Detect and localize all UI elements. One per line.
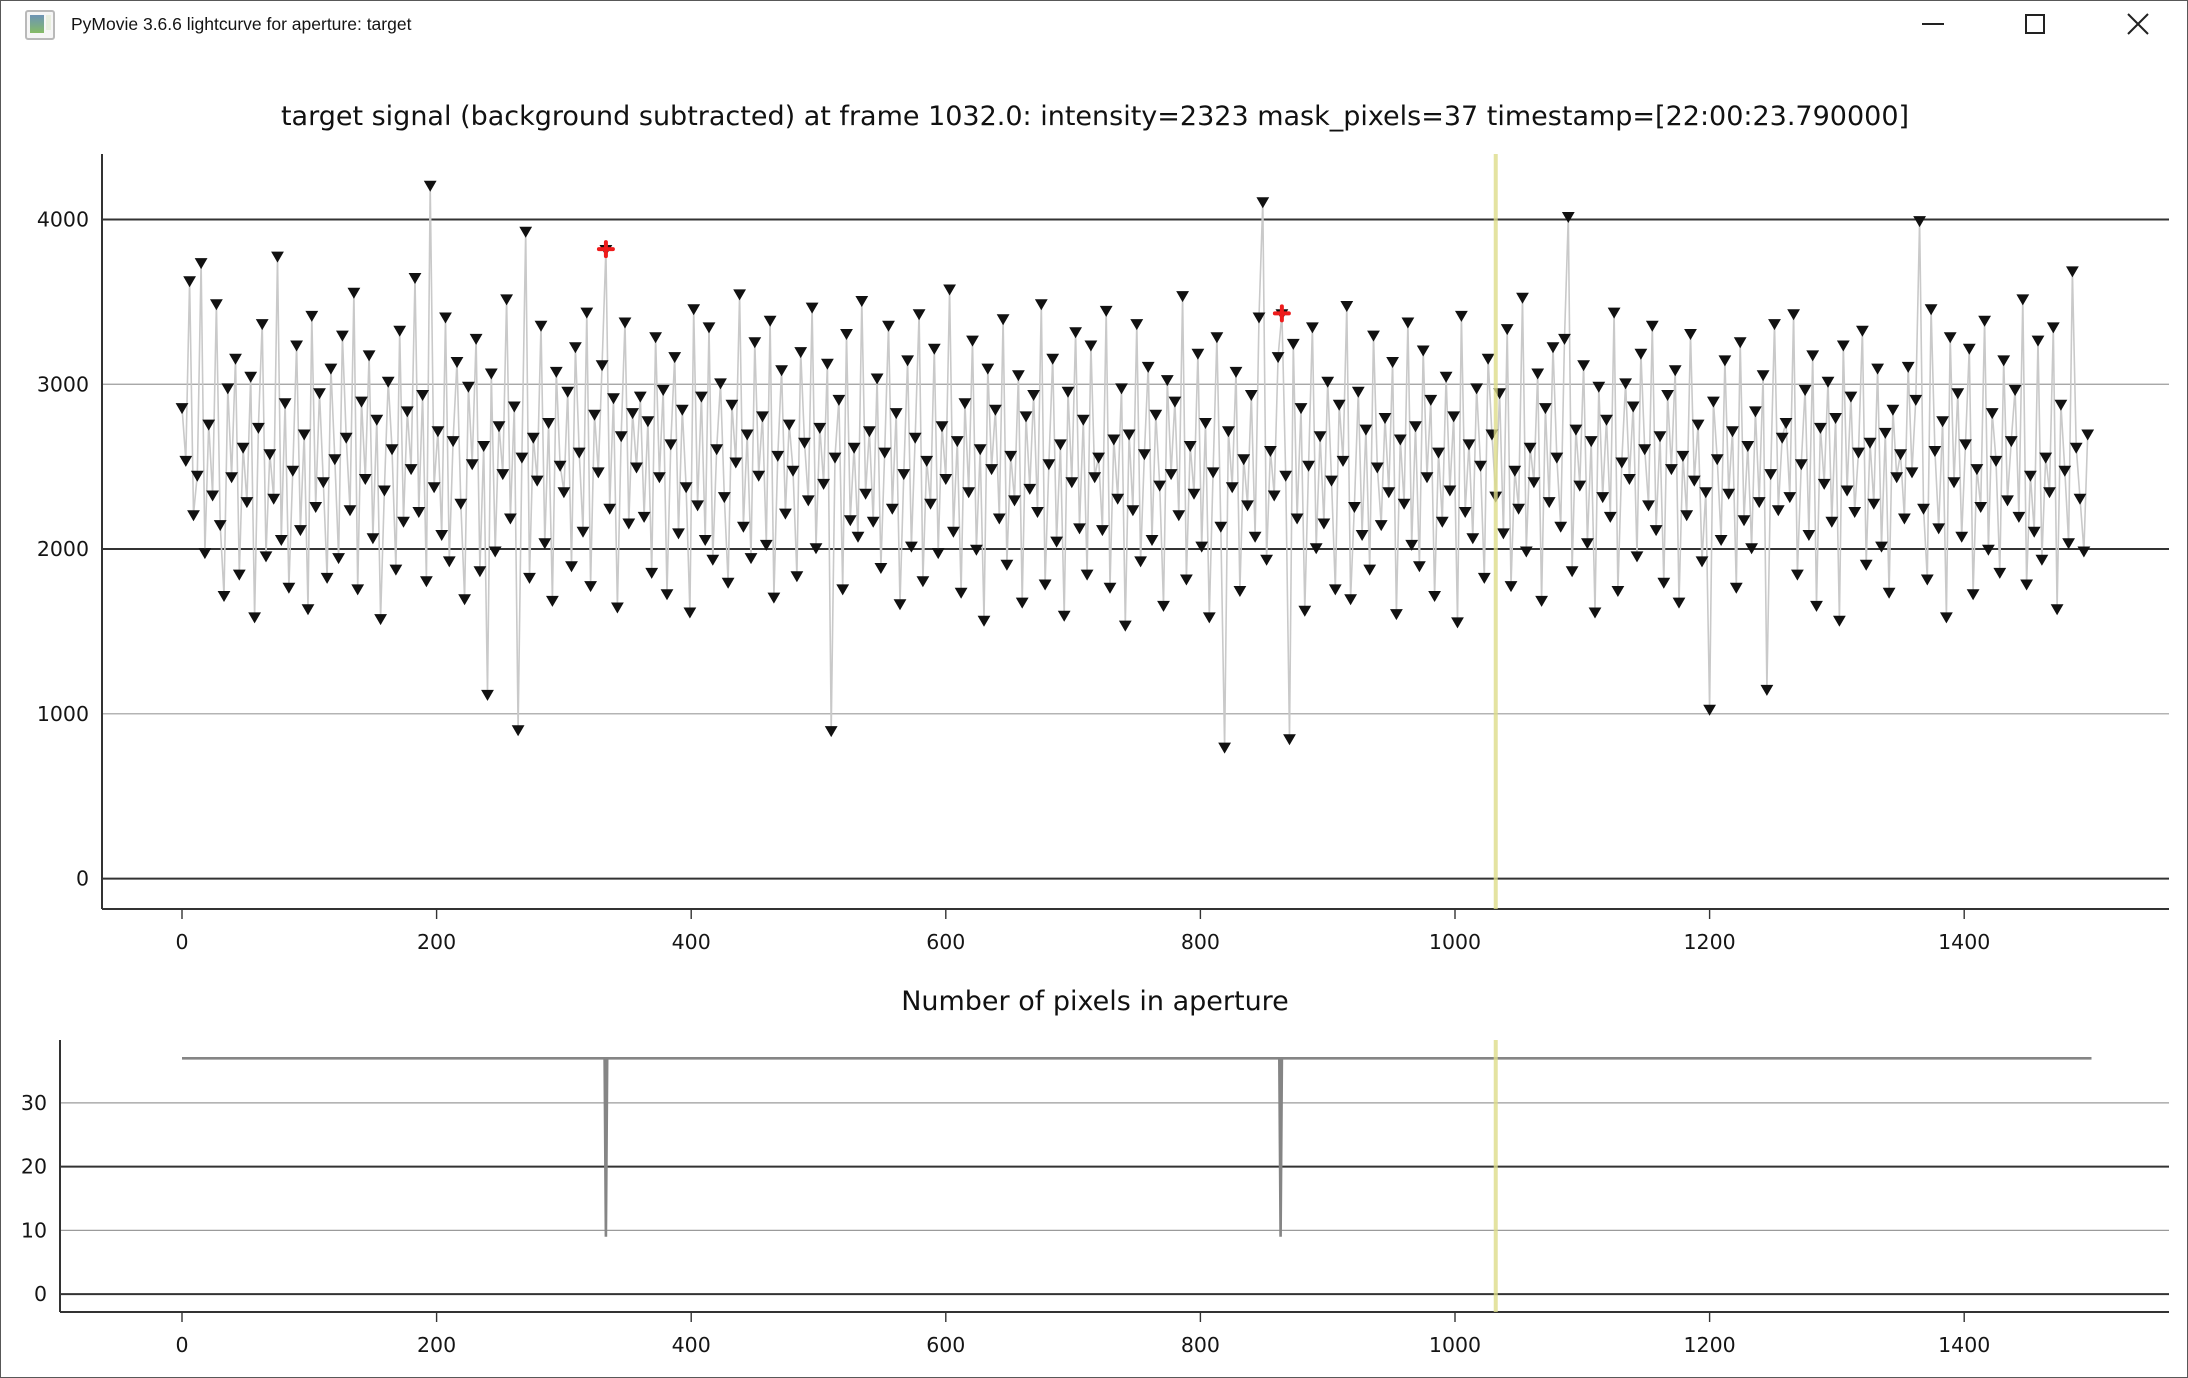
app-icon (25, 10, 55, 40)
app-icon-image-strip (46, 15, 51, 30)
x-tick-label-1200: 1200 (1684, 1333, 1736, 1357)
x-tick-label-200: 200 (417, 930, 456, 954)
x-tick-label-1400: 1400 (1938, 1333, 1990, 1357)
close-icon (2127, 13, 2149, 35)
y-tick-label-10: 10 (21, 1218, 47, 1242)
x-tick-label-1200: 1200 (1684, 930, 1736, 954)
x-tick-label-600: 600 (926, 1333, 965, 1357)
top-chart-title: target signal (background subtracted) at… (280, 101, 1910, 132)
x-tick-label-200: 200 (417, 1333, 456, 1357)
window-titlebar: PyMovie 3.6.6 lightcurve for aperture: t… (1, 1, 2187, 47)
x-tick-label-0: 0 (175, 1333, 188, 1357)
aperture-pixels-line (182, 1057, 2092, 1237)
y-tick-label-20: 20 (21, 1155, 47, 1179)
dropped-frame-marker-1 (596, 240, 615, 259)
x-tick-label-1000: 1000 (1429, 1333, 1481, 1357)
y-tick-label-0: 0 (76, 867, 89, 891)
y-tick-label-3000: 3000 (37, 372, 89, 396)
minimize-icon (1922, 23, 1944, 25)
x-tick-label-400: 400 (672, 930, 711, 954)
y-tick-label-2000: 2000 (37, 537, 89, 561)
x-tick-label-1000: 1000 (1429, 930, 1481, 954)
y-tick-label-30: 30 (21, 1091, 47, 1115)
x-tick-label-800: 800 (1181, 1333, 1220, 1357)
close-button[interactable] (2103, 1, 2173, 47)
maximize-icon (2025, 14, 2045, 34)
x-tick-label-0: 0 (175, 930, 188, 954)
maximize-button[interactable] (2000, 1, 2070, 47)
x-tick-label-800: 800 (1181, 930, 1220, 954)
y-tick-label-1000: 1000 (37, 702, 89, 726)
lightcurve-markers (175, 180, 2095, 754)
dropped-frame-marker-2 (1272, 304, 1291, 323)
y-tick-label-0: 0 (34, 1282, 47, 1306)
bottom-chart-title: Number of pixels in aperture (901, 986, 1289, 1017)
lightcurve-line (181, 184, 2089, 747)
minimize-button[interactable] (1898, 1, 1968, 47)
app-icon-image (30, 15, 44, 33)
window-title: PyMovie 3.6.6 lightcurve for aperture: t… (71, 14, 412, 34)
x-tick-label-600: 600 (926, 930, 965, 954)
y-tick-label-4000: 4000 (37, 208, 89, 232)
x-tick-label-400: 400 (672, 1333, 711, 1357)
x-tick-label-1400: 1400 (1938, 930, 1990, 954)
